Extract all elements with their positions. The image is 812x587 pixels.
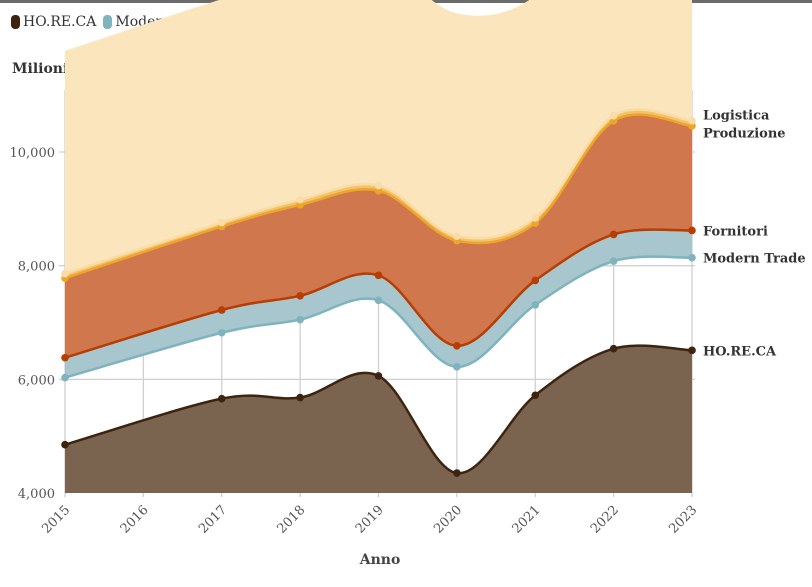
x-axis-title: Anno — [359, 552, 401, 568]
point-horeca — [61, 440, 69, 449]
x-tick-label: 2020 — [431, 503, 465, 537]
y-tick-label: 8,000 — [18, 260, 55, 275]
point-fornitori — [531, 276, 540, 285]
point-horeca — [296, 393, 304, 402]
point-fornitori — [453, 342, 461, 350]
area-horeca — [65, 345, 692, 493]
point-logistica — [217, 218, 226, 227]
x-tick-label: 2018 — [274, 503, 308, 537]
point-modern-trade — [688, 253, 696, 262]
legend-swatch — [11, 15, 20, 29]
end-label-produzione: Produzione — [703, 126, 786, 141]
point-fornitori — [609, 230, 618, 239]
x-tick-label: 2019 — [353, 503, 387, 537]
x-tick-label: 2015 — [39, 503, 73, 537]
point-logistica — [609, 111, 618, 120]
point-horeca — [688, 346, 696, 355]
point-logistica — [531, 214, 540, 222]
point-logistica — [61, 269, 69, 278]
point-horeca — [374, 372, 383, 380]
x-tick-label: 2023 — [666, 503, 700, 537]
legend-item-horeca[interactable]: HO.RE.CA — [11, 14, 96, 30]
x-tick-label: 2021 — [510, 503, 544, 537]
point-logistica — [296, 195, 304, 204]
point-horeca — [609, 344, 618, 353]
legend-swatch — [103, 15, 113, 29]
x-tick-label: 2022 — [588, 503, 622, 537]
area-logistica — [65, 0, 692, 274]
point-modern-trade — [61, 373, 69, 382]
point-modern-trade — [609, 257, 618, 265]
y-tick-label: 6,000 — [18, 373, 55, 388]
point-logistica — [374, 181, 383, 190]
point-modern-trade — [453, 363, 461, 371]
point-horeca — [453, 469, 461, 477]
point-modern-trade — [531, 301, 540, 309]
end-label-modern-trade: Modern Trade — [703, 252, 806, 267]
end-label-logistica: Logistica — [703, 108, 770, 123]
point-fornitori — [296, 291, 304, 300]
point-fornitori — [374, 271, 383, 280]
point-horeca — [217, 394, 226, 403]
x-tick-label: 2016 — [118, 503, 152, 537]
y-tick-label: 10,000 — [10, 146, 56, 161]
point-logistica — [688, 116, 696, 125]
x-tick-label: 2017 — [196, 503, 230, 537]
y-tick-label: 4,000 — [18, 487, 55, 502]
point-fornitori — [217, 306, 226, 314]
point-modern-trade — [374, 296, 383, 305]
point-fornitori — [688, 226, 696, 235]
point-fornitori — [61, 353, 69, 362]
legend-label: HO.RE.CA — [23, 14, 97, 30]
point-horeca — [531, 391, 540, 400]
point-modern-trade — [217, 328, 226, 337]
end-label-fornitori: Fornitori — [703, 224, 768, 239]
point-logistica — [453, 232, 461, 240]
point-modern-trade — [296, 315, 304, 324]
end-label-horeca: HO.RE.CA — [703, 344, 777, 359]
